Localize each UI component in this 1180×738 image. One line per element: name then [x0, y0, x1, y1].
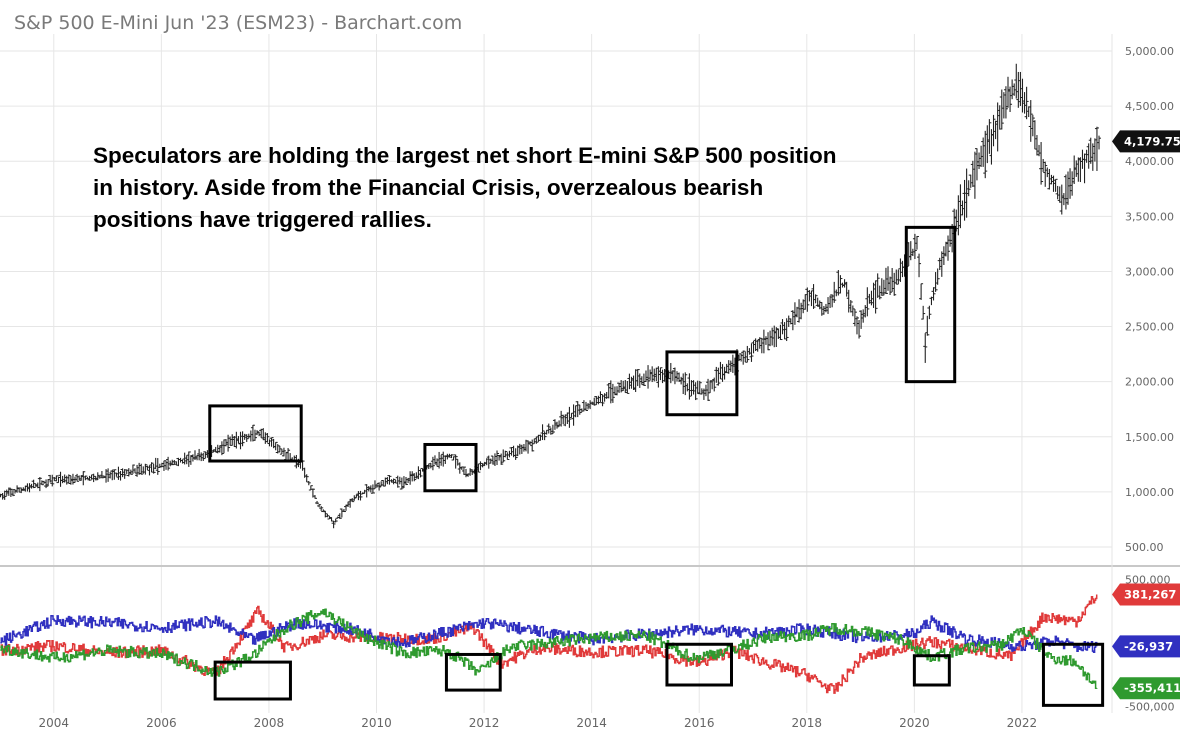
position-highlight-box — [665, 642, 733, 687]
x-tick-label: 2004 — [39, 716, 70, 730]
x-tick-label: 2016 — [684, 716, 715, 730]
price-highlight-box — [208, 404, 303, 463]
position-highlight-box — [213, 660, 292, 701]
price-highlight-box — [665, 350, 739, 417]
series-value-tag — [1112, 583, 1180, 606]
x-tick-label: 2012 — [469, 716, 500, 730]
series-value-label: -26,937 — [1124, 639, 1173, 653]
x-tick-label: 2022 — [1007, 716, 1038, 730]
y-tick-label: 1,000.00 — [1125, 486, 1174, 499]
price-bars — [0, 63, 1102, 529]
x-tick-label: 2014 — [576, 716, 607, 730]
lower-y-tick-label: -500,000 — [1125, 701, 1174, 714]
position-highlight-box — [444, 652, 502, 692]
x-tick-label: 2020 — [899, 716, 930, 730]
y-tick-label: 4,500.00 — [1125, 100, 1174, 113]
chart-annotation: Speculators are holding the largest net … — [93, 143, 837, 232]
x-tick-label: 2018 — [792, 716, 823, 730]
last-price-tag — [1112, 130, 1180, 153]
series-value-label: 381,267 — [1124, 587, 1176, 601]
y-tick-label: 500.00 — [1125, 541, 1164, 554]
series-value-tag — [1112, 635, 1180, 658]
y-tick-label: 3,000.00 — [1125, 265, 1174, 278]
position-series-line — [0, 614, 1098, 653]
position-series — [0, 594, 1098, 694]
y-tick-label: 4,000.00 — [1125, 155, 1174, 168]
position-highlight-box — [912, 654, 951, 687]
y-tick-label: 2,000.00 — [1125, 376, 1174, 389]
x-tick-label: 2010 — [361, 716, 392, 730]
price-highlight-box — [423, 442, 478, 493]
chart-title: S&P 500 E-Mini Jun '23 (ESM23) - Barchar… — [14, 12, 463, 34]
price-highlight-box — [904, 225, 957, 384]
x-tick-label: 2006 — [146, 716, 177, 730]
lower-y-tick-label: 500,000 — [1125, 573, 1171, 586]
y-tick-label: 1,500.00 — [1125, 431, 1174, 444]
y-tick-label: 5,000.00 — [1125, 45, 1174, 58]
x-tick-label: 2008 — [254, 716, 285, 730]
series-value-tag — [1112, 677, 1180, 700]
last-price-label: 4,179.75 — [1124, 134, 1180, 148]
y-tick-label: 2,500.00 — [1125, 321, 1174, 334]
series-value-label: -355,411 — [1124, 681, 1180, 695]
position-highlight-box — [1041, 642, 1105, 707]
y-tick-label: 3,500.00 — [1125, 210, 1174, 223]
grid-lines — [0, 34, 1112, 713]
position-series-line — [0, 608, 1098, 690]
